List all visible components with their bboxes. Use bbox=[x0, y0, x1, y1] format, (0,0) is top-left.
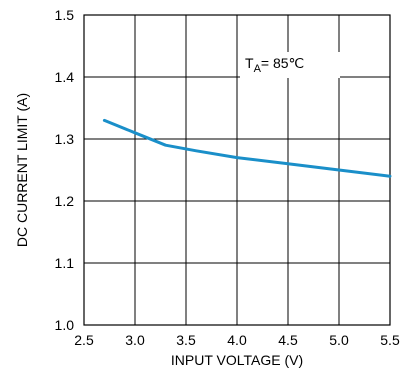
annotation-prefix: T bbox=[245, 55, 254, 71]
x-tick-labels: 2.5 3.0 3.5 4.0 4.5 5.0 5.5 bbox=[74, 332, 400, 348]
annotation-background bbox=[240, 52, 340, 78]
y-tick-label: 1.5 bbox=[55, 7, 75, 23]
series-line bbox=[102, 118, 392, 178]
x-tick-label: 2.5 bbox=[74, 332, 94, 348]
x-axis-title: INPUT VOLTAGE (V) bbox=[171, 352, 303, 368]
x-tick-label: 4.5 bbox=[278, 332, 298, 348]
x-tick-label: 3.0 bbox=[125, 332, 145, 348]
x-tick-label: 5.0 bbox=[329, 332, 349, 348]
annotation-subscript: A bbox=[254, 63, 262, 75]
y-tick-label: 1.3 bbox=[55, 131, 75, 147]
y-tick-label: 1.4 bbox=[55, 69, 75, 85]
y-tick-labels: 1.0 1.1 1.2 1.3 1.4 1.5 bbox=[55, 7, 75, 333]
y-axis-title: DC CURRENT LIMIT (A) bbox=[14, 93, 30, 247]
y-tick-label: 1.1 bbox=[55, 255, 75, 271]
y-tick-label: 1.2 bbox=[55, 193, 75, 209]
x-tick-label: 5.5 bbox=[380, 332, 400, 348]
temperature-annotation: TA= 85℃ bbox=[245, 55, 304, 75]
y-tick-label: 1.0 bbox=[55, 317, 75, 333]
annotation-suffix: = 85℃ bbox=[261, 55, 304, 71]
x-tick-label: 3.5 bbox=[176, 332, 196, 348]
series-layer bbox=[102, 118, 392, 178]
x-tick-label: 4.0 bbox=[227, 332, 247, 348]
plot-frame bbox=[83, 14, 391, 326]
